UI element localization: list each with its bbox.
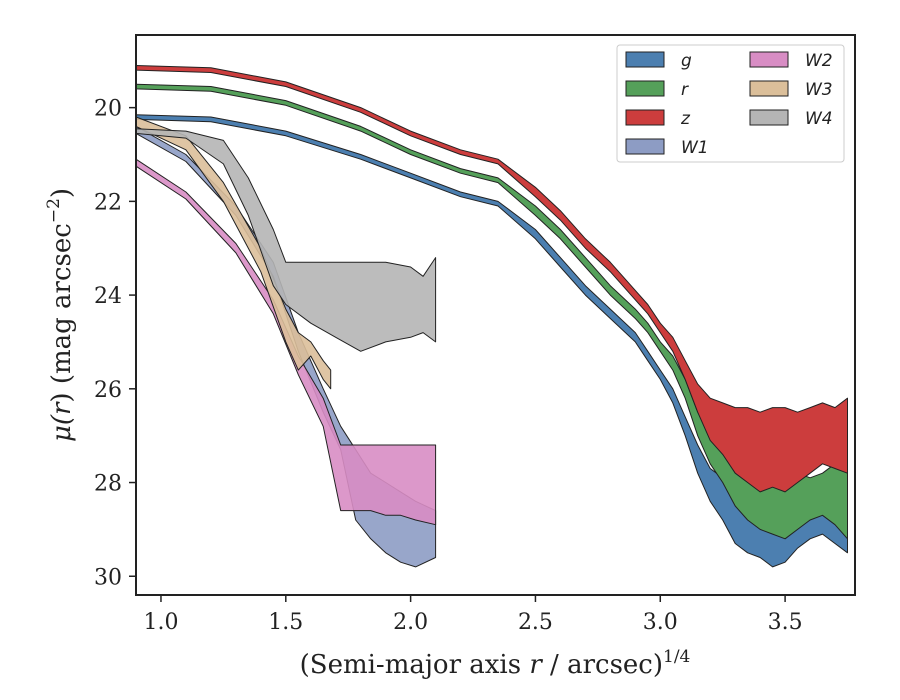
- x-tick-label: 3.5: [768, 610, 803, 635]
- x-tick-label: 2.0: [393, 610, 428, 635]
- y-axis: 20 22 24 26 28 30: [94, 97, 136, 590]
- series-band-z: [135, 65, 848, 493]
- y-axis-label: μ(r) (mag arcsec−2): [44, 188, 77, 442]
- legend-box: [616, 44, 845, 163]
- series-band-r: [135, 83, 848, 540]
- x-axis: 1.0 1.5 2.0 2.5 3.0 3.5: [143, 595, 803, 635]
- y-tick-label: 30: [94, 565, 122, 590]
- legend-swatch-g: [625, 51, 665, 68]
- y-tick-label: 28: [94, 472, 122, 497]
- x-tick-label: 3.0: [643, 610, 678, 635]
- legend-swatch-W3: [749, 80, 789, 97]
- x-tick-label: 1.0: [143, 610, 178, 635]
- legend-swatch-W2: [749, 51, 789, 68]
- y-tick-label: 26: [94, 378, 122, 403]
- x-tick-label: 1.5: [268, 610, 303, 635]
- legend-swatch-W4: [749, 109, 789, 126]
- legend-swatch-z: [625, 109, 665, 126]
- plot-frame: [135, 34, 856, 596]
- y-tick-label: 20: [94, 97, 122, 122]
- y-tick-label: 22: [94, 190, 122, 215]
- legend-label-r: r: [681, 80, 689, 100]
- x-axis-label: (Semi-major axis r / arcsec)1/4: [300, 647, 691, 680]
- legend-label-W2: W2: [805, 51, 833, 71]
- legend-label-g: g: [681, 51, 692, 71]
- legend-swatch-W1: [625, 138, 665, 155]
- legend: grz W1 W2 W3 W4: [616, 44, 845, 163]
- legend-label-W4: W4: [805, 109, 833, 129]
- legend-label-W3: W3: [805, 80, 833, 100]
- legend-swatch-r: [625, 80, 665, 97]
- legend-label-W1: W1: [681, 138, 709, 158]
- y-tick-label: 24: [94, 284, 122, 309]
- legend-label-z: z: [680, 109, 691, 129]
- series-areas: [135, 65, 848, 568]
- series-band-W4: [135, 128, 437, 352]
- x-tick-label: 2.5: [518, 610, 553, 635]
